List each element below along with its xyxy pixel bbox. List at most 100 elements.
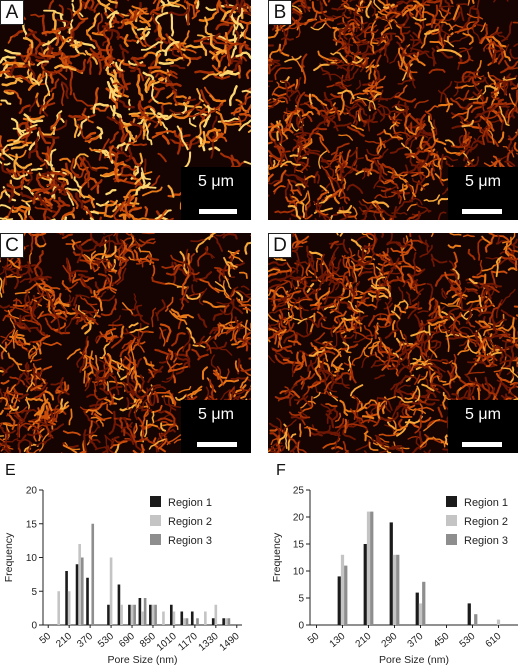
fiber-strand bbox=[397, 79, 416, 85]
fiber-strand bbox=[159, 0, 166, 7]
legend-label: Region 1 bbox=[464, 497, 508, 509]
scale-bar-label: 5 μm bbox=[198, 406, 234, 423]
scale-bar: 5 μm bbox=[448, 400, 518, 453]
fiber-strand bbox=[487, 334, 502, 341]
fiber-strand bbox=[226, 261, 238, 268]
fiber-strand bbox=[339, 212, 351, 220]
fiber-strand bbox=[128, 325, 149, 334]
fiber-strand bbox=[224, 0, 230, 6]
fiber-strand bbox=[284, 383, 298, 395]
fiber-strand bbox=[476, 354, 495, 359]
fiber-strand bbox=[415, 360, 434, 372]
fiber-strand bbox=[421, 0, 434, 7]
fiber-strand bbox=[282, 358, 302, 365]
fiber-strand bbox=[125, 328, 142, 339]
fiber-strand bbox=[37, 61, 45, 81]
fiber-strand bbox=[329, 167, 335, 180]
fiber-strand bbox=[334, 150, 344, 160]
fiber-strand bbox=[370, 396, 379, 414]
fiber-strand bbox=[222, 233, 238, 240]
fiber-strand bbox=[315, 425, 331, 435]
fiber-strand bbox=[334, 362, 343, 374]
fiber-strand bbox=[354, 7, 362, 17]
fiber-strand bbox=[268, 173, 274, 183]
fiber-strand bbox=[445, 139, 455, 147]
fiber-strand bbox=[297, 441, 300, 453]
fiber-strand bbox=[142, 71, 155, 81]
fiber-strand bbox=[161, 373, 174, 383]
fiber-strand bbox=[341, 206, 357, 217]
fiber-strand bbox=[346, 60, 355, 81]
fiber-strand bbox=[406, 404, 426, 414]
fiber-strand bbox=[56, 18, 69, 23]
fiber-strand bbox=[33, 148, 44, 163]
fiber-strand bbox=[3, 90, 15, 95]
fiber-strand bbox=[64, 162, 70, 176]
fiber-strand bbox=[30, 233, 34, 253]
bar-region-2 bbox=[496, 619, 501, 625]
fiber-strand bbox=[44, 71, 51, 97]
bar-region-2 bbox=[162, 611, 165, 625]
fiber-strand bbox=[2, 61, 23, 68]
bar-region-3 bbox=[80, 557, 84, 625]
fiber-strand bbox=[377, 103, 386, 122]
fiber-strand bbox=[341, 183, 348, 205]
fiber-strand bbox=[437, 89, 448, 104]
fiber-strand bbox=[22, 115, 45, 121]
fiber-strand bbox=[60, 52, 68, 69]
fiber-strand bbox=[374, 193, 388, 199]
fiber-strand bbox=[56, 381, 67, 393]
fiber-strand bbox=[76, 8, 89, 21]
fiber-strand bbox=[505, 345, 515, 369]
fiber-strand bbox=[114, 266, 122, 284]
fiber-strand bbox=[89, 438, 101, 444]
fiber-strand bbox=[95, 334, 102, 342]
fiber-strand bbox=[140, 426, 145, 440]
fiber-strand bbox=[471, 15, 480, 30]
fiber-strand bbox=[76, 352, 86, 368]
fiber-strand bbox=[214, 287, 230, 297]
fiber-strand bbox=[152, 264, 156, 277]
fiber-strand bbox=[71, 239, 76, 251]
fiber-strand bbox=[319, 350, 336, 357]
fiber-strand bbox=[333, 329, 338, 349]
fiber-strand bbox=[79, 157, 86, 168]
bar-region-2 bbox=[67, 591, 71, 625]
fiber-strand bbox=[107, 0, 118, 4]
fiber-strand bbox=[480, 22, 486, 33]
fiber-strand bbox=[378, 253, 388, 263]
fiber-strand bbox=[202, 71, 222, 80]
fiber-strand bbox=[363, 111, 378, 128]
fiber-strand bbox=[461, 119, 475, 128]
fiber-strand bbox=[112, 104, 116, 117]
fiber-strand bbox=[223, 25, 234, 39]
fiber-strand bbox=[286, 296, 303, 310]
fiber-strand bbox=[49, 148, 57, 171]
fiber-strand bbox=[154, 348, 170, 356]
fiber-strand bbox=[99, 387, 110, 396]
panel-label: D bbox=[268, 233, 292, 258]
fiber-strand bbox=[282, 419, 297, 434]
fiber-strand bbox=[230, 389, 246, 395]
fiber-strand bbox=[353, 334, 375, 343]
fiber-strand bbox=[447, 370, 452, 389]
bar-region-2 bbox=[366, 511, 371, 625]
fiber-strand bbox=[216, 42, 231, 48]
fiber-strand bbox=[147, 370, 163, 383]
fiber-strand bbox=[272, 92, 288, 97]
fiber-strand bbox=[48, 423, 65, 438]
fiber-strand bbox=[376, 397, 393, 411]
fiber-strand bbox=[403, 333, 409, 344]
fiber-strand bbox=[438, 323, 450, 334]
fiber-strand bbox=[491, 31, 503, 38]
fiber-strand bbox=[205, 128, 222, 137]
fiber-strand bbox=[273, 256, 287, 262]
fiber-strand bbox=[192, 344, 206, 349]
fiber-strand bbox=[37, 310, 44, 320]
fiber-strand bbox=[39, 432, 50, 452]
bar-region-2 bbox=[151, 604, 155, 625]
fiber-strand bbox=[455, 135, 471, 149]
fiber-strand bbox=[438, 9, 446, 19]
fiber-strand bbox=[285, 196, 298, 203]
fiber-strand bbox=[154, 11, 169, 25]
